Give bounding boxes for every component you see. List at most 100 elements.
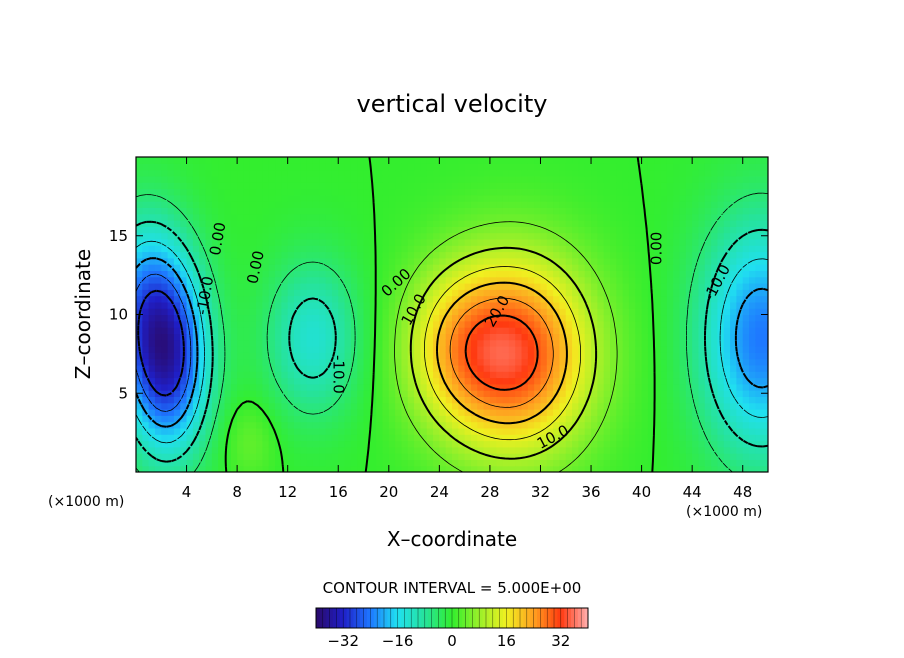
heatmap-cell	[142, 163, 150, 171]
heatmap-cell	[142, 213, 150, 221]
heatmap-cell	[666, 421, 674, 429]
heatmap-cell	[306, 213, 314, 221]
heatmap-cell	[527, 409, 535, 416]
heatmap-cell	[616, 251, 624, 259]
heatmap-cell	[173, 453, 181, 460]
heatmap-cell	[192, 251, 200, 259]
heatmap-cell	[452, 390, 459, 397]
heatmap-cell	[616, 264, 624, 271]
heatmap-cell	[388, 188, 396, 196]
heatmap-cell	[180, 364, 188, 372]
heatmap-cell	[477, 358, 485, 366]
heatmap-cell	[534, 314, 542, 322]
heatmap-cell	[445, 201, 453, 208]
heatmap-cell	[281, 352, 289, 360]
heatmap-cell	[420, 175, 428, 183]
heatmap-cell	[755, 264, 763, 271]
heatmap-cell	[300, 207, 308, 215]
heatmap-cell	[565, 257, 573, 265]
heatmap-cell	[180, 232, 188, 240]
heatmap-cell	[654, 421, 662, 429]
heatmap-cell	[186, 270, 194, 278]
heatmap-cell	[591, 251, 598, 259]
heatmap-cell	[199, 440, 207, 448]
heatmap-cell	[502, 427, 510, 435]
heatmap-cell	[376, 402, 384, 410]
heatmap-cell	[761, 346, 768, 353]
heatmap-cell	[540, 320, 548, 328]
heatmap-cell	[508, 301, 516, 309]
heatmap-cell	[584, 157, 592, 164]
heatmap-cell	[647, 339, 655, 347]
heatmap-cell	[218, 163, 226, 171]
heatmap-cell	[319, 238, 327, 246]
heatmap-cell	[256, 226, 263, 234]
heatmap-cell	[477, 314, 485, 322]
heatmap-cell	[243, 264, 251, 271]
heatmap-cell	[685, 182, 693, 190]
heatmap-cell	[439, 396, 447, 404]
heatmap-cell	[521, 251, 529, 259]
heatmap-cell	[186, 276, 194, 284]
heatmap-cell	[559, 459, 567, 467]
heatmap-cell	[312, 453, 320, 460]
heatmap-cell	[243, 207, 251, 215]
heatmap-cell	[565, 320, 573, 328]
heatmap-cell	[534, 276, 542, 284]
heatmap-cell	[344, 213, 352, 221]
heatmap-cell	[723, 295, 731, 303]
heatmap-cell	[572, 251, 579, 259]
heatmap-cell	[357, 295, 365, 303]
heatmap-cell	[148, 257, 156, 265]
heatmap-cell	[338, 434, 346, 442]
heatmap-cell	[458, 453, 466, 460]
heatmap-cell	[420, 390, 428, 397]
heatmap-cell	[369, 163, 377, 171]
heatmap-cell	[622, 339, 630, 347]
heatmap-cell	[306, 320, 314, 328]
heatmap-cell	[281, 220, 289, 227]
heatmap-cell	[477, 157, 485, 164]
heatmap-cell	[660, 257, 668, 265]
heatmap-cell	[325, 157, 333, 164]
heatmap-cell	[180, 163, 188, 171]
heatmap-cell	[420, 434, 428, 442]
heatmap-cell	[679, 440, 687, 448]
heatmap-cell	[420, 220, 428, 227]
heatmap-cell	[331, 465, 339, 472]
heatmap-cell	[331, 415, 339, 423]
heatmap-cell	[698, 251, 706, 259]
heatmap-cell	[508, 194, 516, 202]
heatmap-cell	[357, 182, 365, 190]
heatmap-cell	[704, 201, 712, 208]
heatmap-cell	[578, 232, 586, 240]
heatmap-cell	[420, 364, 428, 372]
heatmap-cell	[711, 434, 719, 442]
heatmap-cell	[736, 440, 744, 448]
heatmap-cell	[515, 446, 523, 454]
heatmap-cell	[704, 232, 712, 240]
heatmap-cell	[439, 434, 447, 442]
heatmap-cell	[243, 440, 251, 448]
heatmap-cell	[597, 453, 605, 460]
heatmap-cell	[414, 364, 421, 372]
heatmap-cell	[692, 339, 700, 347]
heatmap-cell	[616, 295, 624, 303]
heatmap-cell	[622, 421, 630, 429]
heatmap-cell	[578, 459, 586, 467]
heatmap-cell	[597, 201, 605, 208]
heatmap-cell	[496, 320, 504, 328]
heatmap-cell	[704, 352, 712, 360]
heatmap-cell	[268, 371, 276, 379]
heatmap-cell	[224, 301, 232, 309]
heatmap-cell	[338, 327, 346, 334]
heatmap-cell	[218, 182, 226, 190]
heatmap-cell	[249, 346, 257, 353]
heatmap-cell	[755, 175, 763, 183]
heatmap-cell	[508, 333, 516, 341]
heatmap-cell	[136, 270, 143, 278]
heatmap-cell	[243, 169, 251, 177]
heatmap-cell	[717, 188, 725, 196]
heatmap-cell	[458, 346, 466, 353]
heatmap-cell	[256, 346, 263, 353]
